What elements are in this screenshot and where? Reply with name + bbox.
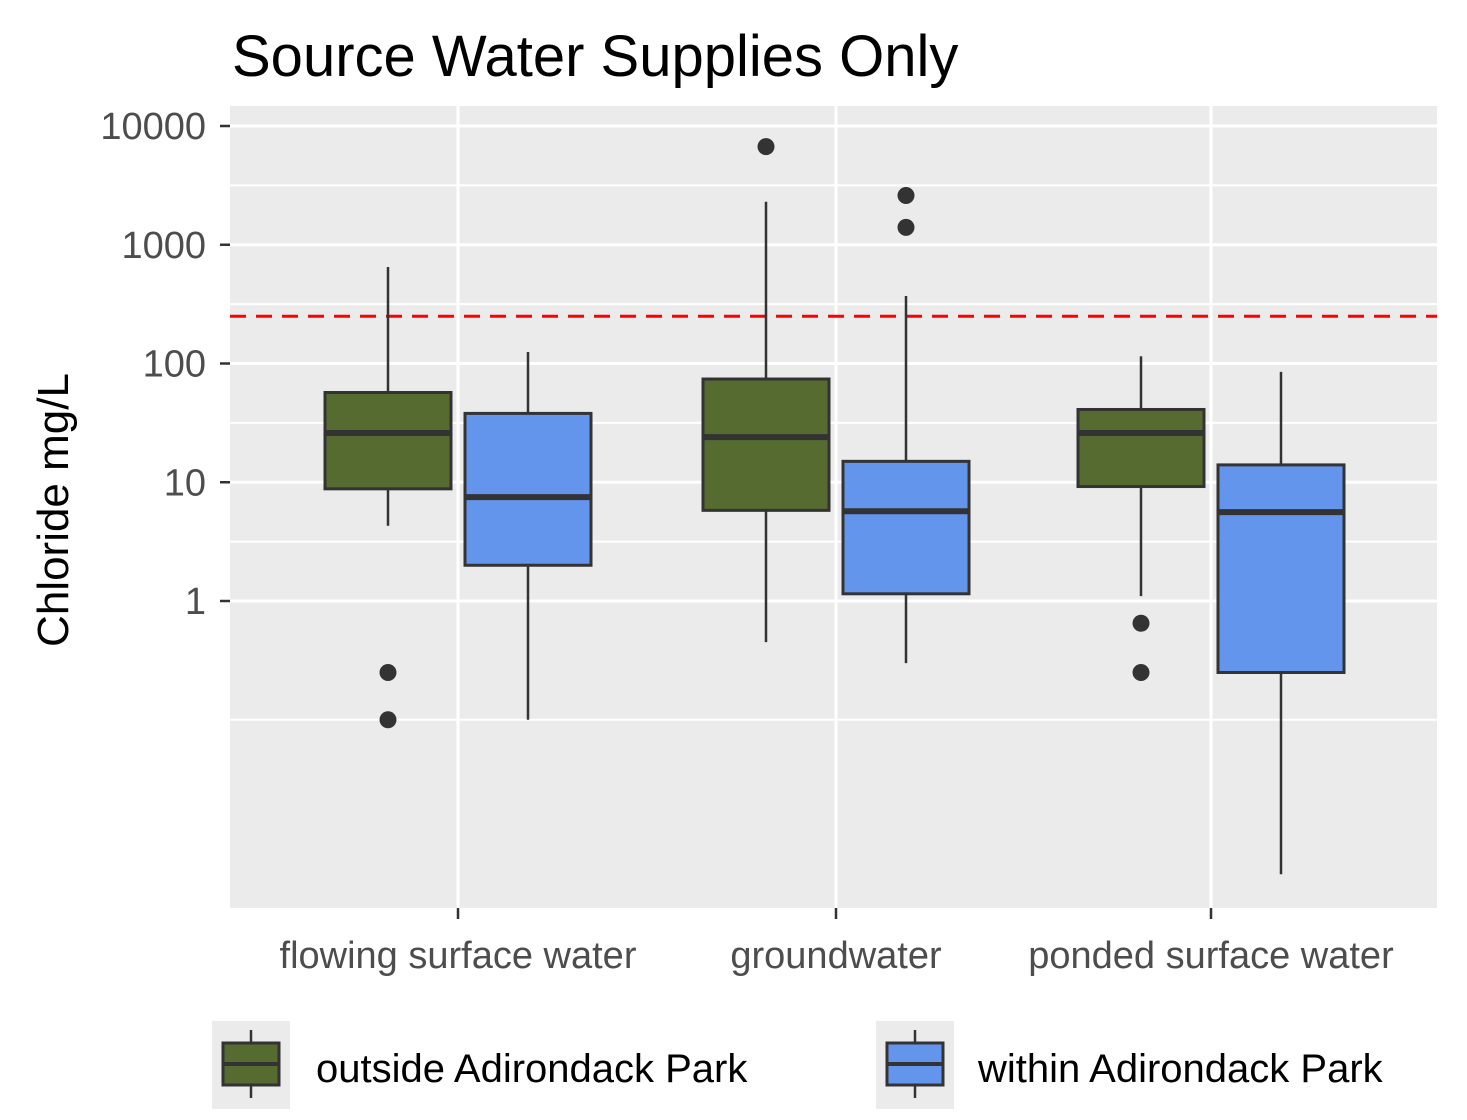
- y-tick-label: 10000: [100, 106, 206, 148]
- box-iqr: [323, 390, 453, 491]
- box-iqr: [701, 377, 831, 512]
- y-tick-label: 1000: [121, 225, 206, 267]
- outlier-point: [379, 663, 397, 681]
- y-axis-label: Chloride mg/L: [29, 373, 78, 647]
- y-axis: 1 10 100 1000 10000: [100, 106, 230, 623]
- box-within-2: [1216, 371, 1346, 875]
- legend-item-within: within Adirondack Park: [876, 1021, 1384, 1109]
- outlier-point: [379, 711, 397, 729]
- box-outside-1: [701, 138, 831, 643]
- box-outside-2: [1076, 356, 1206, 681]
- outlier-point: [897, 186, 915, 204]
- x-tick-label: ponded surface water: [1028, 935, 1394, 977]
- outlier-point: [1132, 663, 1150, 681]
- legend-label: outside Adirondack Park: [316, 1047, 748, 1091]
- legend: outside Adirondack Park within Adirondack…: [212, 1021, 1384, 1109]
- box-outside-0: [323, 266, 453, 729]
- box-iqr: [1216, 463, 1346, 674]
- outlier-point: [1132, 614, 1150, 632]
- outlier-point: [757, 138, 775, 156]
- box-iqr: [463, 411, 593, 567]
- chart-title: Source Water Supplies Only: [232, 24, 958, 89]
- y-tick-label: 1: [185, 581, 206, 623]
- x-tick-label: flowing surface water: [280, 935, 637, 977]
- legend-item-outside: outside Adirondack Park: [212, 1021, 748, 1109]
- legend-label: within Adirondack Park: [977, 1047, 1384, 1091]
- box-iqr: [841, 459, 971, 596]
- box-iqr: [1076, 407, 1206, 489]
- box-within-1: [841, 186, 971, 664]
- boxplot-layer: [323, 138, 1346, 875]
- x-axis: flowing surface water groundwater ponded s…: [280, 908, 1394, 977]
- x-tick-label: groundwater: [730, 935, 942, 977]
- box-within-0: [463, 351, 593, 720]
- y-tick-label: 100: [143, 344, 206, 386]
- y-tick-label: 10: [164, 462, 206, 504]
- outlier-point: [897, 218, 915, 236]
